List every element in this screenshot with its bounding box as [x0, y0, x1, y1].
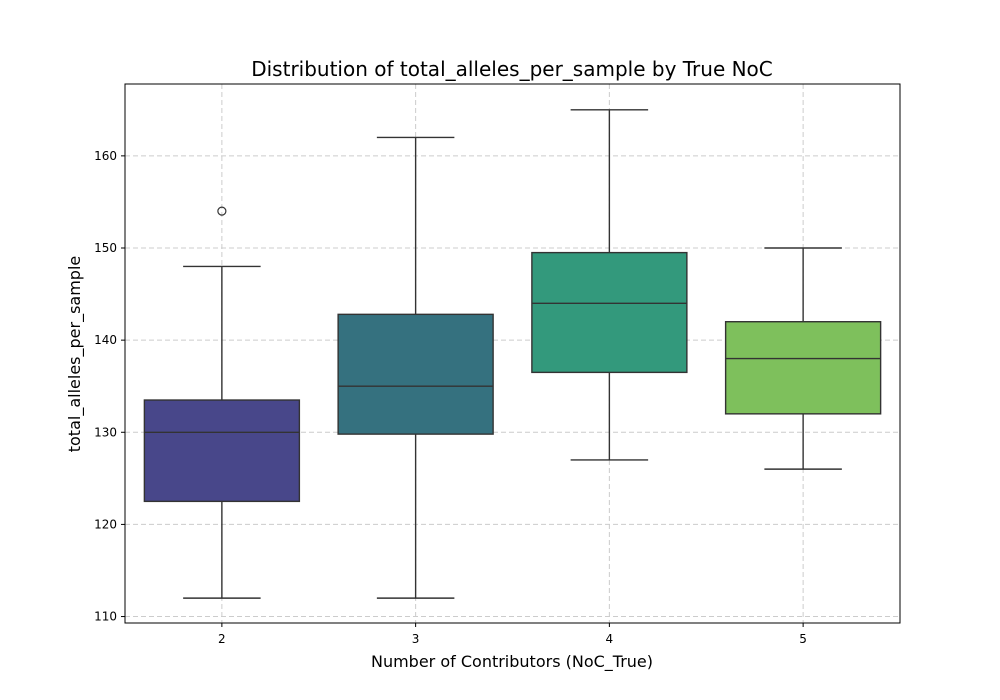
y-axis-label: total_alleles_per_sample: [65, 256, 85, 453]
x-axis-label: Number of Contributors (NoC_True): [371, 652, 653, 672]
box-group-4: [531, 109, 688, 461]
x-tick-label: 2: [218, 632, 226, 646]
y-tick-label: 130: [94, 425, 117, 439]
outlier-point: [217, 206, 227, 216]
box-iqr: [531, 251, 688, 374]
box-layer: [143, 109, 882, 599]
x-tick-label: 5: [799, 632, 807, 646]
box-group-5: [724, 247, 882, 470]
tick-layer: 110 120 130 140 150 160 2 3 4 5: [94, 149, 807, 646]
box-iqr: [337, 313, 494, 435]
box-iqr: [143, 399, 301, 503]
y-tick-label: 120: [94, 517, 117, 531]
x-tick-label: 4: [606, 632, 614, 646]
box-iqr: [724, 321, 882, 415]
y-tick-label: 150: [94, 241, 117, 255]
box-group-2: [143, 206, 301, 599]
chart-title: Distribution of total_alleles_per_sample…: [251, 57, 773, 81]
y-tick-label: 140: [94, 333, 117, 347]
x-tick-label: 3: [412, 632, 420, 646]
y-tick-label: 110: [94, 610, 117, 624]
box-group-3: [337, 136, 494, 599]
plot-frame: [124, 83, 901, 624]
y-tick-label: 160: [94, 149, 117, 163]
